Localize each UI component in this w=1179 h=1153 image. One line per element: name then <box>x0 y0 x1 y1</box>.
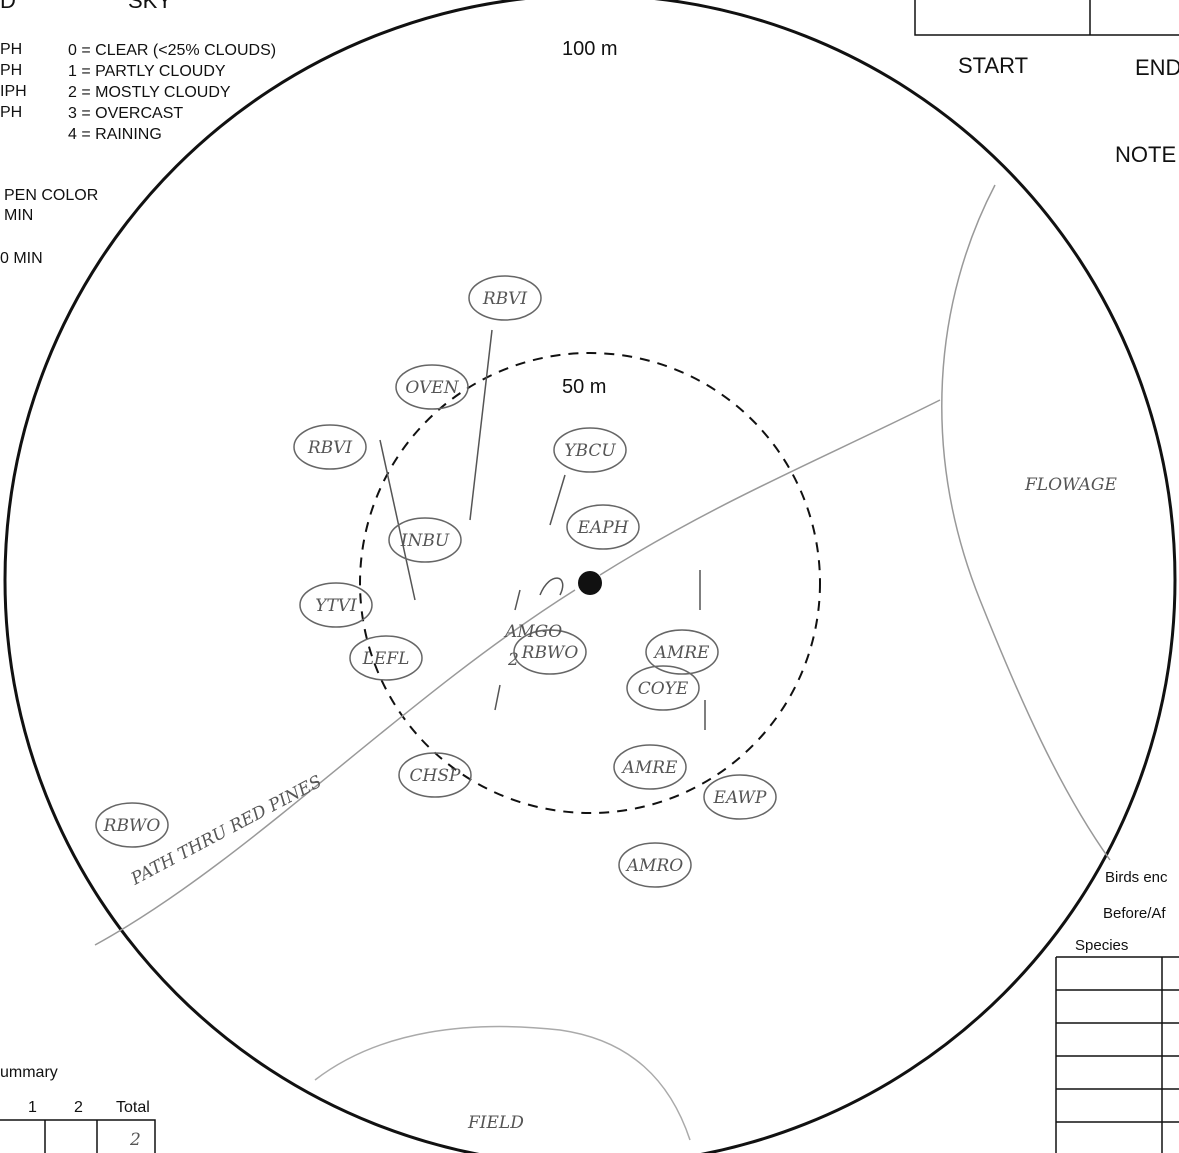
bird-circle <box>299 582 373 628</box>
notes-label: NOTE <box>1115 142 1176 167</box>
bird-circle <box>388 517 462 563</box>
bird-code: YTVI <box>315 596 357 616</box>
bird-code: RBVI <box>307 438 353 458</box>
bird-circle <box>613 744 687 790</box>
sky-entry: 0 = CLEAR (<25% CLOUDS) <box>68 42 276 59</box>
movement-arrows <box>379 329 706 730</box>
bird-circle <box>645 629 719 675</box>
bird-circle <box>513 629 587 675</box>
path-line <box>94 399 941 946</box>
outer-circle <box>3 0 1177 1153</box>
wind-entry: PH <box>0 62 22 79</box>
center-point <box>578 571 602 595</box>
summary-header: Total <box>116 1099 150 1116</box>
count-note: 2 <box>507 650 519 670</box>
bird-circle <box>395 364 469 410</box>
bird-code: AMRE <box>621 758 678 778</box>
bird-code: CHSP <box>410 766 461 786</box>
sky-title: SKY <box>128 0 172 13</box>
field-edge <box>314 1025 691 1141</box>
species-grid <box>1055 956 1179 1153</box>
bird-code: OVEN <box>405 378 459 398</box>
pen-note: 0 MIN <box>0 250 43 267</box>
species-note: Birds enc <box>1105 869 1168 886</box>
amgo-note: AMGO <box>503 622 562 642</box>
sky-entry: 3 = OVERCAST <box>68 105 183 122</box>
bird-circle <box>618 842 692 888</box>
summary-header: 1 <box>28 1099 37 1116</box>
sky-entry: 4 = RAINING <box>68 126 162 143</box>
bird-circle <box>703 774 777 820</box>
species-header: Species <box>1075 937 1128 954</box>
species-note: Before/Af <box>1103 905 1166 922</box>
pen-note: PEN COLOR <box>4 187 98 204</box>
time-box <box>914 0 1179 36</box>
inner-radius-label: 50 m <box>562 376 606 398</box>
bird-code: AMRO <box>625 856 683 876</box>
pen-note: MIN <box>4 207 33 224</box>
wind-legend: PH PH IPH PH <box>0 41 27 121</box>
bird-code: RBWO <box>103 816 161 836</box>
bird-code: EAWP <box>713 788 767 808</box>
flowage-label: FLOWAGE <box>1024 475 1118 495</box>
bird-circle <box>468 275 542 321</box>
wind-code: D <box>0 0 16 13</box>
bird-code: RBWO <box>521 643 579 663</box>
sky-entry: 2 = MOSTLY CLOUDY <box>68 84 231 101</box>
bird-circle <box>349 635 423 681</box>
bird-code: INBU <box>400 531 450 551</box>
start-label: START <box>958 53 1028 78</box>
bird-circle <box>553 427 627 473</box>
inner-circle <box>359 352 821 814</box>
summary-header: 2 <box>74 1099 83 1116</box>
pen-notes: PEN COLOR MIN 0 MIN <box>0 187 98 267</box>
bird-circle <box>566 504 640 550</box>
bird-code: LEFL <box>362 649 410 669</box>
wind-entry: PH <box>0 41 22 58</box>
bird-code: RBVI <box>482 289 528 309</box>
bird-code: YBCU <box>564 441 616 461</box>
field-label: FIELD <box>467 1113 524 1133</box>
bird-code: COYE <box>638 679 689 699</box>
bird-code: EAPH <box>577 518 630 538</box>
summary-total: 2 <box>129 1130 141 1150</box>
sky-legend: 0 = CLEAR (<25% CLOUDS) 1 = PARTLY CLOUDY… <box>68 42 276 143</box>
end-label: END <box>1135 55 1179 80</box>
summary-grid <box>0 1119 156 1153</box>
summary-title: ummary <box>0 1064 58 1081</box>
bird-circle <box>626 665 700 711</box>
bird-labels: RBVI OVEN RBVI INBU YBCU EAPH YTVI LEFL RBWO AMRE… <box>95 275 777 888</box>
bird-circle <box>293 424 367 470</box>
wind-entry: IPH <box>0 83 27 100</box>
flowage-edge <box>941 184 1111 861</box>
wind-entry: PH <box>0 104 22 121</box>
bird-circle <box>398 752 472 798</box>
sky-entry: 1 = PARTLY CLOUDY <box>68 63 226 80</box>
outer-radius-label: 100 m <box>562 38 618 60</box>
bird-circle <box>95 802 169 848</box>
bird-code: AMRE <box>653 643 710 663</box>
